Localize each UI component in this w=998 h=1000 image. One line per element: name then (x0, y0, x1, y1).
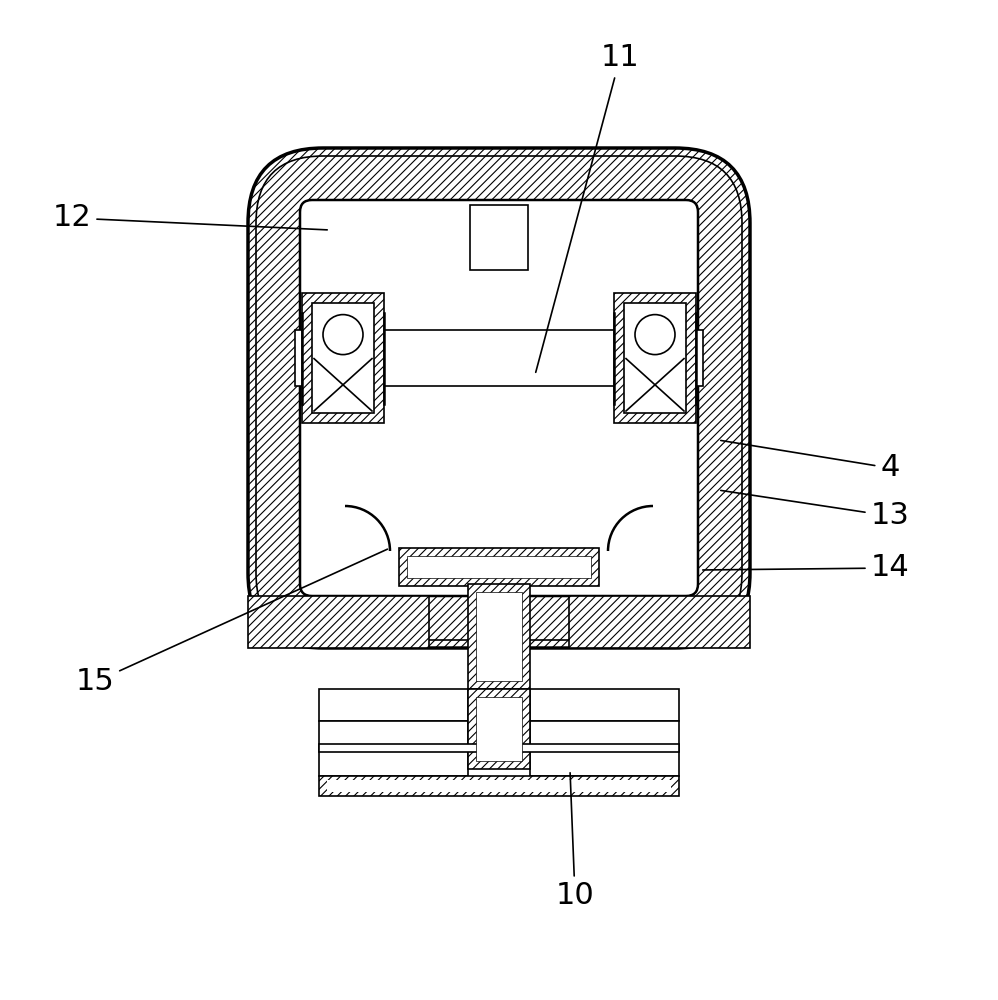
Text: 4: 4 (721, 440, 899, 483)
Bar (624, 303, 686, 413)
Bar (476, 697, 522, 761)
Bar (468, 689, 530, 769)
Bar (530, 689, 679, 721)
Circle shape (635, 315, 675, 355)
Bar (407, 556, 591, 578)
Bar (470, 205, 528, 270)
Bar (302, 293, 384, 423)
Bar (319, 776, 679, 796)
Bar (399, 548, 599, 586)
Bar (614, 293, 696, 423)
Bar (327, 780, 671, 792)
Text: 12: 12 (53, 204, 327, 232)
Bar (530, 721, 679, 776)
Circle shape (323, 315, 363, 355)
Bar (319, 689, 468, 721)
Bar (312, 303, 374, 413)
Bar (248, 596, 429, 648)
Bar (295, 330, 703, 386)
Bar (468, 584, 530, 689)
Bar (319, 721, 468, 776)
Text: 15: 15 (76, 549, 387, 696)
Text: 10: 10 (556, 773, 595, 910)
Text: 11: 11 (536, 43, 640, 372)
FancyBboxPatch shape (248, 148, 750, 648)
Text: 14: 14 (703, 554, 909, 582)
Bar (476, 592, 522, 681)
Bar (319, 744, 679, 752)
FancyBboxPatch shape (300, 200, 698, 596)
Text: 13: 13 (721, 490, 909, 530)
Bar (569, 596, 750, 648)
